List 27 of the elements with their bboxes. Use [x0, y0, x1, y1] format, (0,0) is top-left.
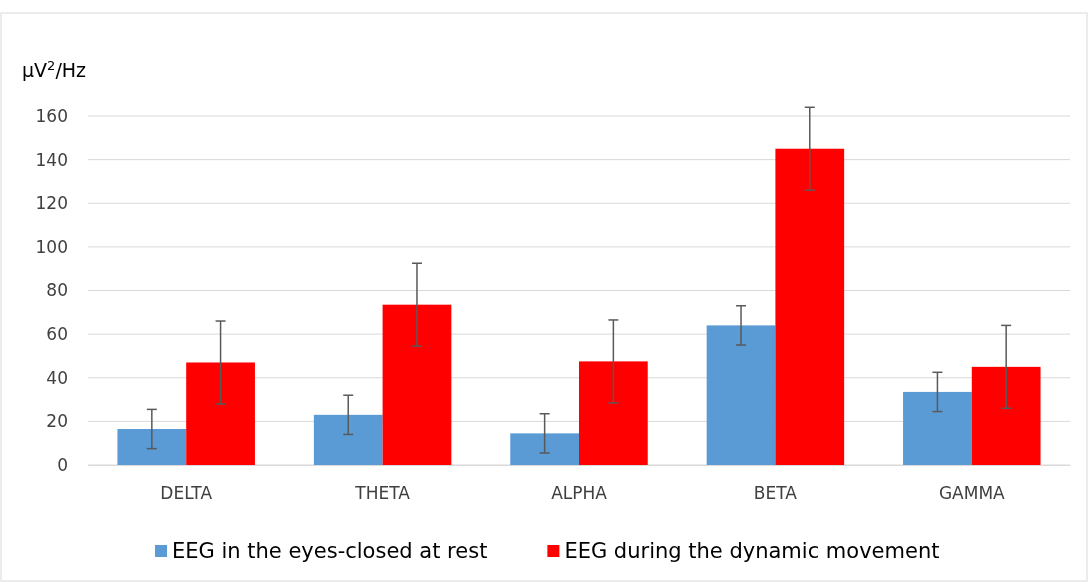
bar [903, 391, 972, 465]
bar [510, 433, 579, 465]
bar [382, 304, 452, 465]
y-tick-label: 100 [35, 236, 68, 257]
bar [775, 148, 845, 465]
y-tick-label: 140 [35, 149, 68, 170]
y-tick-label: 160 [35, 105, 68, 126]
bar [186, 362, 255, 465]
legend-label: EEG during the dynamic movement [564, 539, 940, 563]
bar [313, 414, 383, 465]
bar [706, 325, 776, 465]
y-tick-label: 40 [46, 367, 68, 388]
y-tick-label: 80 [46, 280, 68, 301]
x-tick-label: ALPHA [551, 483, 608, 504]
y-tick-label: 20 [46, 411, 68, 432]
x-tick-label: BETA [753, 483, 798, 504]
legend-label: EEG in the eyes-closed at rest [172, 539, 488, 563]
bar [971, 366, 1041, 465]
y-tick-label: 120 [35, 193, 68, 214]
bar [579, 361, 648, 465]
y-axis-title: μV$^{2}$/Hz [22, 57, 87, 81]
x-tick-label: DELTA [160, 483, 213, 504]
x-tick-label: GAMMA [938, 483, 1006, 504]
bar [117, 429, 187, 465]
y-tick-label: 0 [57, 454, 68, 475]
y-tick-label: 60 [46, 324, 68, 345]
x-tick-label: THETA [354, 483, 411, 504]
